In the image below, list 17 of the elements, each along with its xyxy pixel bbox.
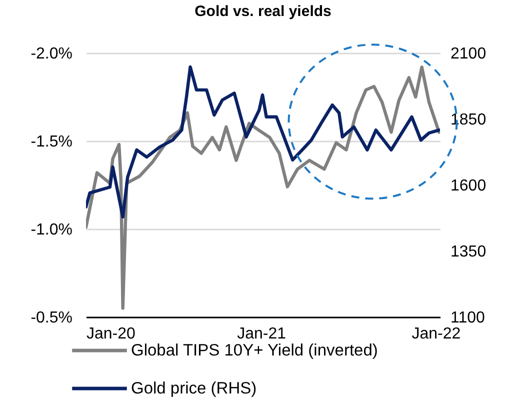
line-series xyxy=(86,65,440,310)
legend-label: Gold price (RHS) xyxy=(131,380,257,398)
x-tick-label: Jan-20 xyxy=(86,326,136,342)
chart-title: Gold vs. real yields xyxy=(194,3,332,20)
y-tick-label: -1.0% xyxy=(30,222,72,238)
y2-tick-label: 2100 xyxy=(450,46,486,62)
x-tick-label: Jan-21 xyxy=(237,326,286,342)
y2-tick-label: 1350 xyxy=(450,244,486,260)
y-tick-label: -1.5% xyxy=(30,134,72,150)
line-series xyxy=(86,65,440,219)
y2-tick-label: 1100 xyxy=(450,310,486,326)
legend-label: Global TIPS 10Y+ Yield (inverted) xyxy=(131,342,378,360)
x-tick-label: Jan-22 xyxy=(412,326,461,342)
y-tick-label: -2.0% xyxy=(30,46,72,62)
y2-tick-label: 1850 xyxy=(450,112,486,128)
y2-tick-label: 1600 xyxy=(450,178,486,194)
y-tick-label: -0.5% xyxy=(30,310,72,326)
